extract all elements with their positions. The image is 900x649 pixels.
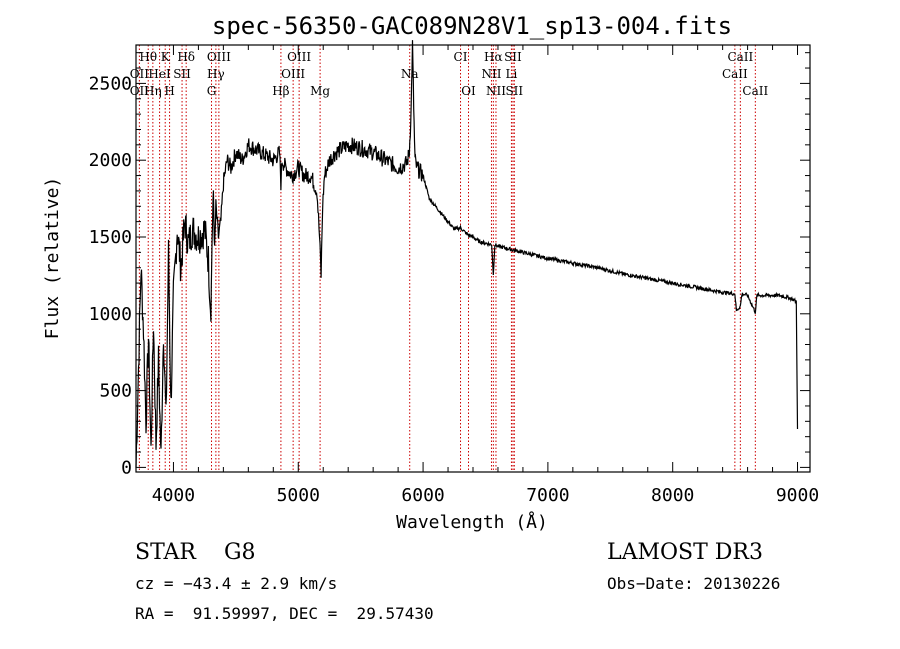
x-tick-label: 4000 [152,485,195,506]
line-label: Na [401,67,419,81]
line-label: Hβ [272,84,289,98]
line-label: CaII [722,67,748,81]
redshift-info: cz = −43.4 ± 2.9 km/s [135,574,338,593]
line-label: CI [454,50,468,64]
x-axis-ticks: 4000 5000 6000 7000 8000 9000 [152,45,819,506]
line-label: OII [130,84,150,98]
line-label: Mg [310,84,330,98]
x-tick-label: 7000 [526,485,569,506]
y-axis-ticks: 0 500 1000 1500 2000 2500 [89,52,810,478]
line-label: Li [506,67,518,81]
x-tick-label: 8000 [651,485,694,506]
line-markers [138,45,756,472]
y-tick-label: 0 [121,457,132,478]
y-tick-label: 1000 [89,304,132,325]
line-label: Hδ [177,50,195,64]
spectrum-line [135,40,799,468]
y-tick-label: 2000 [89,150,132,171]
line-label: Hη [144,84,162,98]
y-tick-label: 2500 [89,73,132,94]
x-tick-label: 9000 [776,485,819,506]
y-tick-label: 500 [99,381,132,402]
line-label: K [161,50,171,64]
line-label: OIII [287,50,311,64]
coordinates: RA = 91.59997, DEC = 29.57430 [135,604,434,623]
survey-name: LAMOST DR3 [607,540,763,565]
line-label: CaII [727,50,753,64]
x-tick-label: 5000 [277,485,320,506]
line-label: Hθ [139,50,157,64]
line-label: OI [461,84,476,98]
line-label: G [207,84,217,98]
line-label: NII [486,84,506,98]
plot-frame [135,44,811,473]
line-label: OII [130,67,150,81]
line-label: H [164,84,174,98]
line-label: Hγ [207,67,225,81]
spectrum-chart: spec-56350-GAC089N28V1_sp13-004.fits Hθ K… [42,12,819,533]
obs-date: Obs−Date: 20130226 [607,574,781,593]
x-tick-label: 6000 [401,485,444,506]
line-label: HeI [148,67,171,81]
line-label: SII [173,67,191,81]
chart-title: spec-56350-GAC089N28V1_sp13-004.fits [212,12,732,40]
object-class: STAR G8 [135,540,256,565]
line-label: SII [505,84,523,98]
line-label: CaII [742,84,768,98]
x-axis-label: Wavelength (Å) [396,511,548,533]
y-axis-label: Flux (relative) [42,177,63,340]
line-label: OIII [207,50,231,64]
line-label: NII [481,67,501,81]
line-label: SII [504,50,522,64]
line-label: OIII [281,67,305,81]
line-label: Hα [484,50,503,64]
y-tick-label: 1500 [89,227,132,248]
